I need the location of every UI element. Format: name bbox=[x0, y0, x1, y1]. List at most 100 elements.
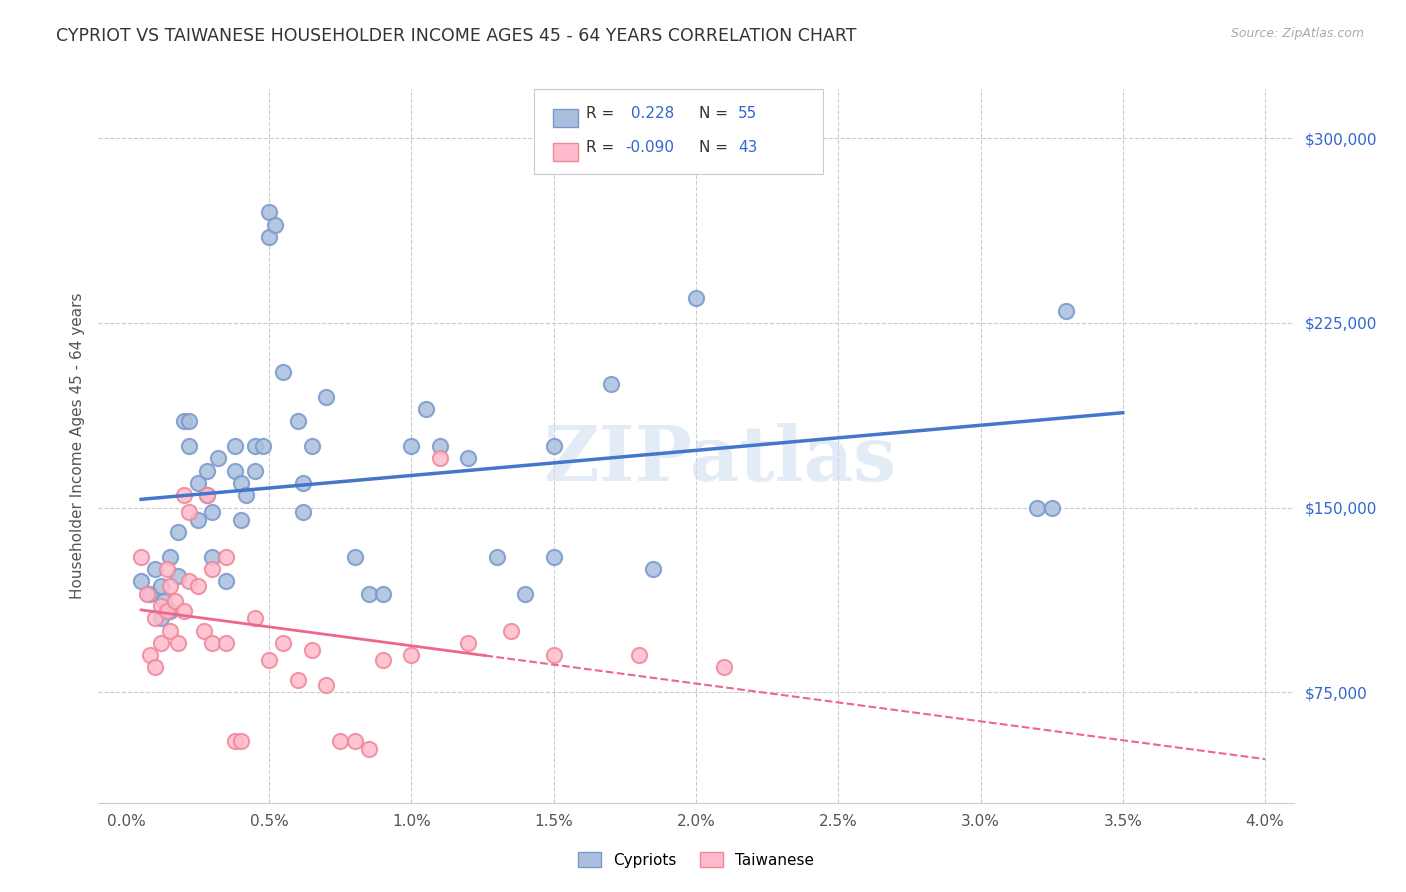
Point bbox=[187, 579, 209, 593]
Point bbox=[301, 643, 323, 657]
Point bbox=[195, 464, 218, 478]
Point bbox=[138, 587, 160, 601]
Point bbox=[153, 594, 176, 608]
Y-axis label: Householder Income Ages 45 - 64 years: Householder Income Ages 45 - 64 years bbox=[69, 293, 84, 599]
Point bbox=[287, 414, 309, 428]
Text: -0.090: -0.090 bbox=[626, 140, 675, 154]
Text: N =: N = bbox=[699, 106, 733, 120]
Point bbox=[195, 488, 218, 502]
Point bbox=[543, 549, 565, 564]
Point bbox=[599, 377, 621, 392]
Point bbox=[301, 439, 323, 453]
Point bbox=[201, 549, 224, 564]
Point bbox=[179, 505, 201, 519]
Point bbox=[159, 624, 181, 638]
Text: CYPRIOT VS TAIWANESE HOUSEHOLDER INCOME AGES 45 - 64 YEARS CORRELATION CHART: CYPRIOT VS TAIWANESE HOUSEHOLDER INCOME … bbox=[56, 27, 856, 45]
Point bbox=[179, 574, 201, 589]
Point bbox=[371, 587, 394, 601]
Point bbox=[173, 488, 195, 502]
Point bbox=[207, 451, 229, 466]
Point bbox=[543, 648, 565, 662]
Point bbox=[224, 464, 246, 478]
Point bbox=[187, 475, 209, 490]
Point bbox=[257, 205, 280, 219]
Point bbox=[159, 604, 181, 618]
Point bbox=[156, 604, 179, 618]
Point bbox=[173, 414, 195, 428]
Point bbox=[156, 562, 179, 576]
Point bbox=[215, 574, 238, 589]
Point bbox=[543, 439, 565, 453]
Point bbox=[229, 734, 252, 748]
Point bbox=[201, 505, 224, 519]
Point bbox=[138, 648, 160, 662]
Point bbox=[165, 594, 187, 608]
Point bbox=[401, 439, 423, 453]
Text: R =: R = bbox=[586, 106, 620, 120]
Point bbox=[457, 636, 479, 650]
Point bbox=[201, 636, 224, 650]
Text: N =: N = bbox=[699, 140, 733, 154]
Point bbox=[252, 439, 274, 453]
Point bbox=[357, 587, 380, 601]
Point bbox=[215, 549, 238, 564]
Point bbox=[224, 439, 246, 453]
Point bbox=[257, 653, 280, 667]
Text: 55: 55 bbox=[738, 106, 758, 120]
Point bbox=[485, 549, 508, 564]
Point bbox=[243, 464, 266, 478]
Point bbox=[229, 513, 252, 527]
Point bbox=[371, 653, 394, 667]
Point bbox=[215, 636, 238, 650]
Point bbox=[129, 549, 152, 564]
Point bbox=[401, 648, 423, 662]
Point bbox=[315, 678, 337, 692]
Point bbox=[150, 579, 173, 593]
Point bbox=[195, 488, 218, 502]
Point bbox=[343, 549, 366, 564]
Legend: Cypriots, Taiwanese: Cypriots, Taiwanese bbox=[572, 846, 820, 873]
Point bbox=[179, 414, 201, 428]
Point bbox=[143, 660, 166, 674]
Point bbox=[143, 611, 166, 625]
Point bbox=[167, 569, 190, 583]
Point bbox=[129, 574, 152, 589]
Point bbox=[499, 624, 522, 638]
Point bbox=[229, 475, 252, 490]
Point bbox=[429, 439, 451, 453]
Point bbox=[515, 587, 537, 601]
Text: R =: R = bbox=[586, 140, 620, 154]
Point bbox=[292, 475, 315, 490]
Point bbox=[1054, 303, 1077, 318]
Point bbox=[235, 488, 257, 502]
Text: 43: 43 bbox=[738, 140, 758, 154]
Point bbox=[457, 451, 479, 466]
Point bbox=[292, 505, 315, 519]
Point bbox=[159, 579, 181, 593]
Point bbox=[357, 741, 380, 756]
Point bbox=[193, 624, 215, 638]
Point bbox=[257, 230, 280, 244]
Point bbox=[243, 611, 266, 625]
Point bbox=[173, 604, 195, 618]
Text: Source: ZipAtlas.com: Source: ZipAtlas.com bbox=[1230, 27, 1364, 40]
Point bbox=[243, 439, 266, 453]
Point bbox=[201, 562, 224, 576]
Point bbox=[315, 390, 337, 404]
Point bbox=[159, 549, 181, 564]
Point bbox=[135, 587, 157, 601]
Point bbox=[143, 562, 166, 576]
Point bbox=[287, 673, 309, 687]
Point bbox=[150, 636, 173, 650]
Point bbox=[429, 451, 451, 466]
Point bbox=[150, 611, 173, 625]
Point bbox=[273, 365, 295, 379]
Point bbox=[628, 648, 651, 662]
Point bbox=[167, 525, 190, 540]
Point bbox=[329, 734, 352, 748]
Point bbox=[263, 218, 285, 232]
Point bbox=[273, 636, 295, 650]
Point bbox=[187, 513, 209, 527]
Point bbox=[713, 660, 735, 674]
Point bbox=[643, 562, 665, 576]
